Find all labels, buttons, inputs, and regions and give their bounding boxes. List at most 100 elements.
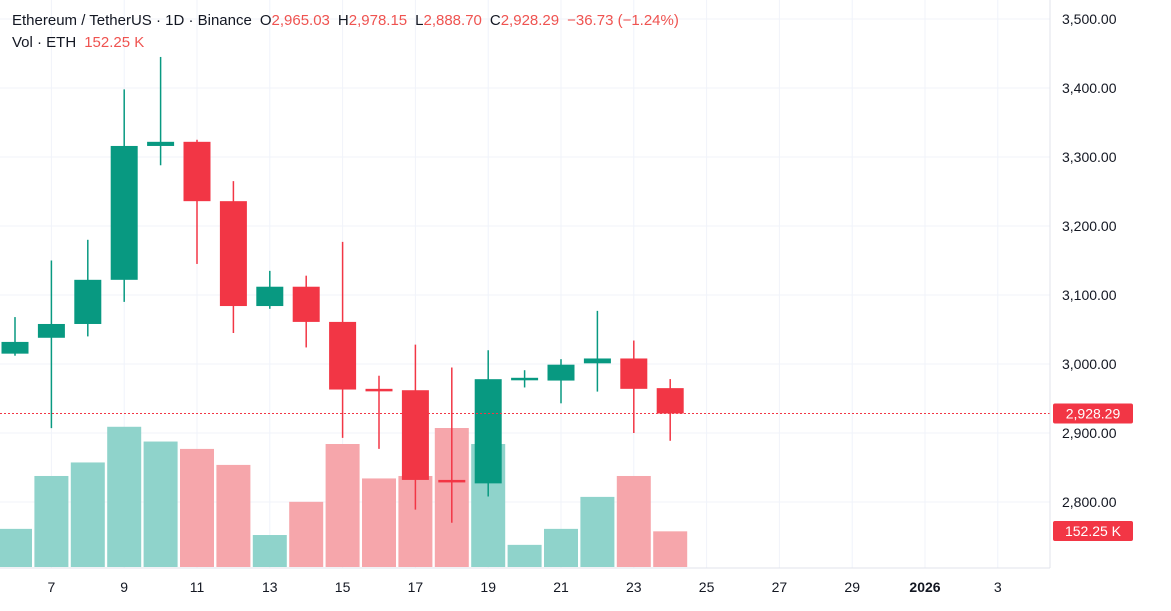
- candle-body: [365, 388, 393, 392]
- candle-body: [401, 390, 429, 480]
- price-tick-label: 2,800.00: [1062, 494, 1117, 510]
- time-tick-label: 15: [335, 579, 351, 595]
- candle[interactable]: [438, 367, 466, 523]
- open-label: O: [259, 12, 272, 29]
- ohlc-row: Ethereum / TetherUS · 1D · Binance O2,965…: [12, 10, 679, 32]
- candle-body: [583, 358, 611, 364]
- volume-bar: [252, 535, 287, 567]
- candle[interactable]: [147, 56, 175, 166]
- time-tick-label: 11: [190, 579, 205, 595]
- price-tick-label: 3,200.00: [1062, 218, 1117, 234]
- time-tick-label: 7: [48, 579, 56, 595]
- volume-bar: [180, 448, 214, 567]
- time-tick-label: 13: [262, 579, 278, 595]
- time-tick-label: 25: [699, 579, 715, 595]
- high-value: 2,978.15: [348, 12, 408, 29]
- candle-body: [547, 364, 575, 381]
- candle[interactable]: [511, 370, 539, 388]
- candle-body: [620, 358, 648, 389]
- price-tick-label: 3,300.00: [1062, 149, 1117, 165]
- price-tick-label: 2,900.00: [1062, 425, 1117, 441]
- volume-bar: [70, 462, 105, 567]
- candle[interactable]: [110, 89, 138, 302]
- candle[interactable]: [256, 270, 284, 309]
- volume-tag: 152.25 K: [1053, 521, 1133, 541]
- candles[interactable]: [1, 56, 684, 523]
- volume-bar: [653, 531, 688, 567]
- time-tick-label: 27: [772, 579, 788, 595]
- time-tick-label: 29: [844, 579, 860, 595]
- volume-bar: [507, 544, 542, 567]
- candle-body: [147, 141, 175, 146]
- volume-bar: [544, 528, 578, 567]
- last-price-tag: 2,928.29: [1053, 403, 1133, 424]
- close-value: 2,928.29: [500, 12, 560, 29]
- candle-body: [292, 286, 320, 322]
- time-tick-label: 19: [480, 579, 496, 595]
- candle[interactable]: [37, 260, 65, 429]
- candle[interactable]: [401, 344, 429, 510]
- candle-body: [256, 286, 284, 307]
- price-tick-label: 3,400.00: [1062, 80, 1117, 96]
- candle[interactable]: [656, 379, 684, 441]
- volume-bars: [0, 426, 688, 567]
- candle-body: [183, 141, 211, 202]
- candle[interactable]: [183, 139, 211, 264]
- high-label: H: [337, 12, 349, 29]
- time-axis[interactable]: 7 9 11 13 15 17 19 21 23 25 27 29 2026 3: [48, 579, 1002, 595]
- candle[interactable]: [292, 275, 320, 348]
- price-tick-label: 3,000.00: [1062, 356, 1117, 372]
- volume-bar: [34, 475, 69, 567]
- volume-bar: [362, 478, 396, 567]
- change-value: −36.73 (−1.24%): [567, 12, 679, 29]
- time-tick-label: 23: [626, 579, 642, 595]
- price-axis[interactable]: 3,500.00 3,400.00 3,300.00 3,200.00 3,100.00…: [1062, 11, 1117, 510]
- candle[interactable]: [620, 340, 648, 433]
- candle-body: [110, 145, 138, 280]
- symbol-title[interactable]: Ethereum / TetherUS · 1D · Binance: [12, 12, 252, 29]
- volume-bar: [616, 475, 651, 567]
- volume-bar: [143, 441, 178, 567]
- candle[interactable]: [219, 181, 247, 333]
- volume-bar: [0, 528, 32, 567]
- candle-body: [37, 323, 65, 338]
- time-tick-label: 21: [553, 579, 569, 595]
- candle-body: [656, 388, 684, 414]
- candle-body: [74, 279, 102, 324]
- candle-body: [1, 341, 29, 354]
- time-tick-label: 9: [120, 579, 128, 595]
- candle-body: [438, 479, 466, 483]
- volume-bar: [325, 444, 360, 567]
- candle[interactable]: [547, 359, 575, 404]
- low-value: 2,888.70: [423, 12, 482, 29]
- volume-value: 152.25 K: [84, 34, 145, 51]
- time-tick-label: 3: [994, 579, 1002, 595]
- volume-bar: [580, 496, 615, 567]
- candle[interactable]: [474, 350, 502, 497]
- volume-bar: [107, 426, 142, 567]
- volume-bar: [289, 501, 324, 567]
- candle[interactable]: [1, 317, 29, 356]
- candle-body: [329, 321, 357, 390]
- volume-row: Vol · ETH 152.25 K: [12, 32, 679, 54]
- chart-legend: Ethereum / TetherUS · 1D · Binance O2,965…: [12, 10, 679, 54]
- candle-body: [511, 377, 539, 381]
- candle[interactable]: [329, 241, 357, 438]
- time-tick-label: 2026: [909, 579, 940, 595]
- volume-bar: [216, 464, 251, 567]
- volume-tag-text: 152.25 K: [1065, 523, 1122, 539]
- price-tick-label: 3,100.00: [1062, 287, 1117, 303]
- low-label: L: [415, 12, 424, 29]
- close-label: C: [489, 12, 501, 29]
- candle[interactable]: [365, 375, 393, 449]
- candle-body: [219, 201, 247, 307]
- last-price-tag-text: 2,928.29: [1066, 405, 1121, 421]
- candle[interactable]: [583, 310, 611, 392]
- open-value: 2,965.03: [271, 12, 330, 29]
- volume-label[interactable]: Vol · ETH: [12, 34, 77, 51]
- time-tick-label: 17: [408, 579, 424, 595]
- price-tick-label: 3,500.00: [1062, 11, 1117, 27]
- candle[interactable]: [74, 239, 102, 337]
- candle-body: [474, 379, 502, 484]
